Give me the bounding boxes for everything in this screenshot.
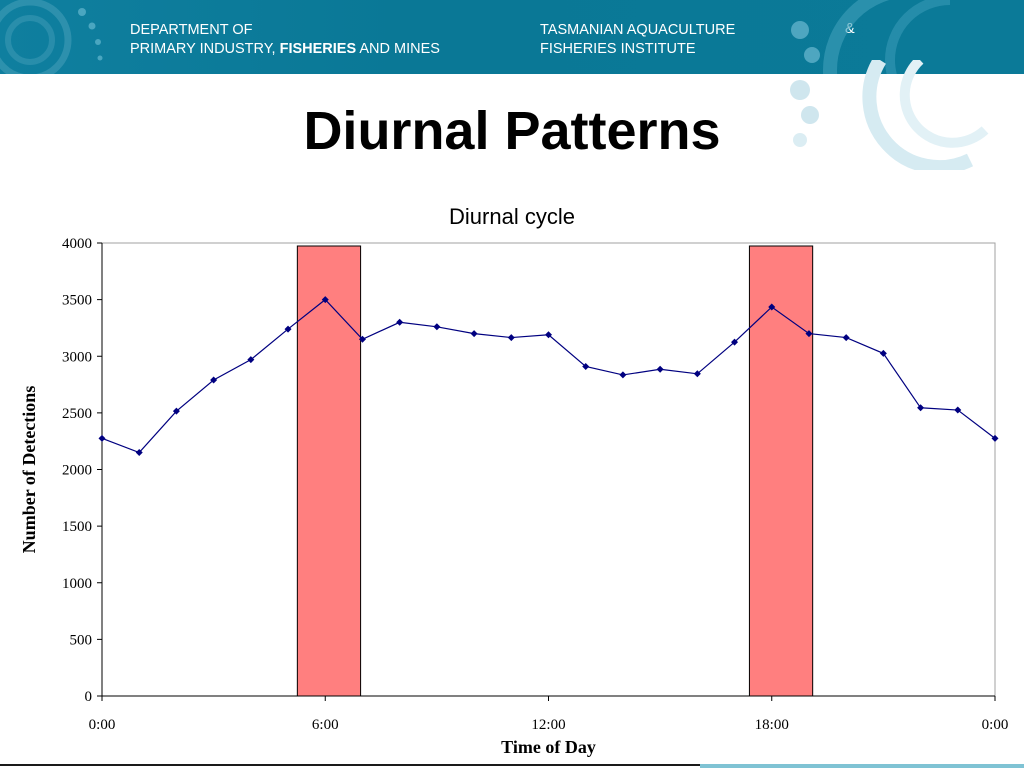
data-point xyxy=(731,338,739,346)
department-line-2-bold: FISHERIES xyxy=(279,41,357,57)
y-tick-label: 3500 xyxy=(62,293,92,309)
title-area-swirl-decor xyxy=(790,60,989,170)
data-point xyxy=(991,434,999,442)
data-point xyxy=(954,406,962,414)
institute-line-2: FISHERIES INSTITUTE xyxy=(540,41,696,57)
y-tick-label: 1000 xyxy=(62,576,92,592)
data-point xyxy=(284,325,292,333)
data-point xyxy=(98,434,106,442)
footer-rule xyxy=(0,764,1024,766)
y-tick-label: 4000 xyxy=(62,236,92,252)
data-point xyxy=(358,335,366,343)
x-tick-label: 18:00 xyxy=(755,717,789,733)
y-axis-label: Number of Detections xyxy=(19,386,39,554)
data-point xyxy=(321,296,329,304)
data-point xyxy=(470,330,478,338)
data-point xyxy=(917,404,925,412)
data-point xyxy=(842,334,850,342)
x-tick-label: 0:00 xyxy=(89,717,116,733)
x-tick-label: 6:00 xyxy=(312,717,339,733)
data-point xyxy=(656,365,664,373)
footer-accent-strip xyxy=(700,764,1024,768)
data-point xyxy=(582,362,590,370)
data-point xyxy=(247,356,255,364)
data-point xyxy=(507,334,515,342)
y-tick-label: 2000 xyxy=(62,463,92,479)
x-tick-label: 12:00 xyxy=(531,717,565,733)
data-point xyxy=(172,407,180,415)
x-tick-label: 0:00 xyxy=(982,717,1009,733)
banner-right-decor xyxy=(791,0,951,74)
data-point xyxy=(805,330,813,338)
department-name: DEPARTMENT OF PRIMARY INDUSTRY, FISHERIE… xyxy=(130,21,440,59)
department-line-1: DEPARTMENT OF xyxy=(130,22,253,38)
slide-title: Diurnal Patterns xyxy=(303,101,721,161)
logo-swirl-decor xyxy=(0,0,103,74)
department-line-2-pre: PRIMARY INDUSTRY, xyxy=(130,41,280,57)
y-tick-label: 0 xyxy=(85,689,93,705)
data-point xyxy=(619,371,627,379)
header-banner: DEPARTMENT OF PRIMARY INDUSTRY, FISHERIE… xyxy=(0,0,1024,74)
department-line-2: PRIMARY INDUSTRY, FISHERIES AND MINES xyxy=(130,40,440,59)
data-point xyxy=(396,318,404,326)
y-tick-label: 3000 xyxy=(62,349,92,365)
chart-title: Diurnal cycle xyxy=(449,204,575,229)
data-point xyxy=(210,376,218,384)
y-tick-label: 1500 xyxy=(62,519,92,535)
institute-name: TASMANIAN AQUACULTURE FISHERIES INSTITUT… xyxy=(540,21,735,59)
data-point xyxy=(693,370,701,378)
data-point xyxy=(768,303,776,311)
data-point xyxy=(545,331,552,339)
data-point xyxy=(879,349,887,357)
highlight-band-2 xyxy=(748,245,814,697)
department-line-2-post: AND MINES xyxy=(356,41,440,57)
institute-line-1: TASMANIAN AQUACULTURE xyxy=(540,22,736,38)
y-tick-label: 2500 xyxy=(62,406,92,422)
x-axis-label: Time of Day xyxy=(501,737,596,757)
plot-area-frame xyxy=(101,242,996,697)
data-point xyxy=(135,449,143,457)
institute-ampersand: & xyxy=(845,21,855,37)
highlight-band-1 xyxy=(296,245,362,697)
y-tick-label: 500 xyxy=(70,632,93,648)
series-line xyxy=(101,298,996,454)
data-point xyxy=(433,323,441,331)
